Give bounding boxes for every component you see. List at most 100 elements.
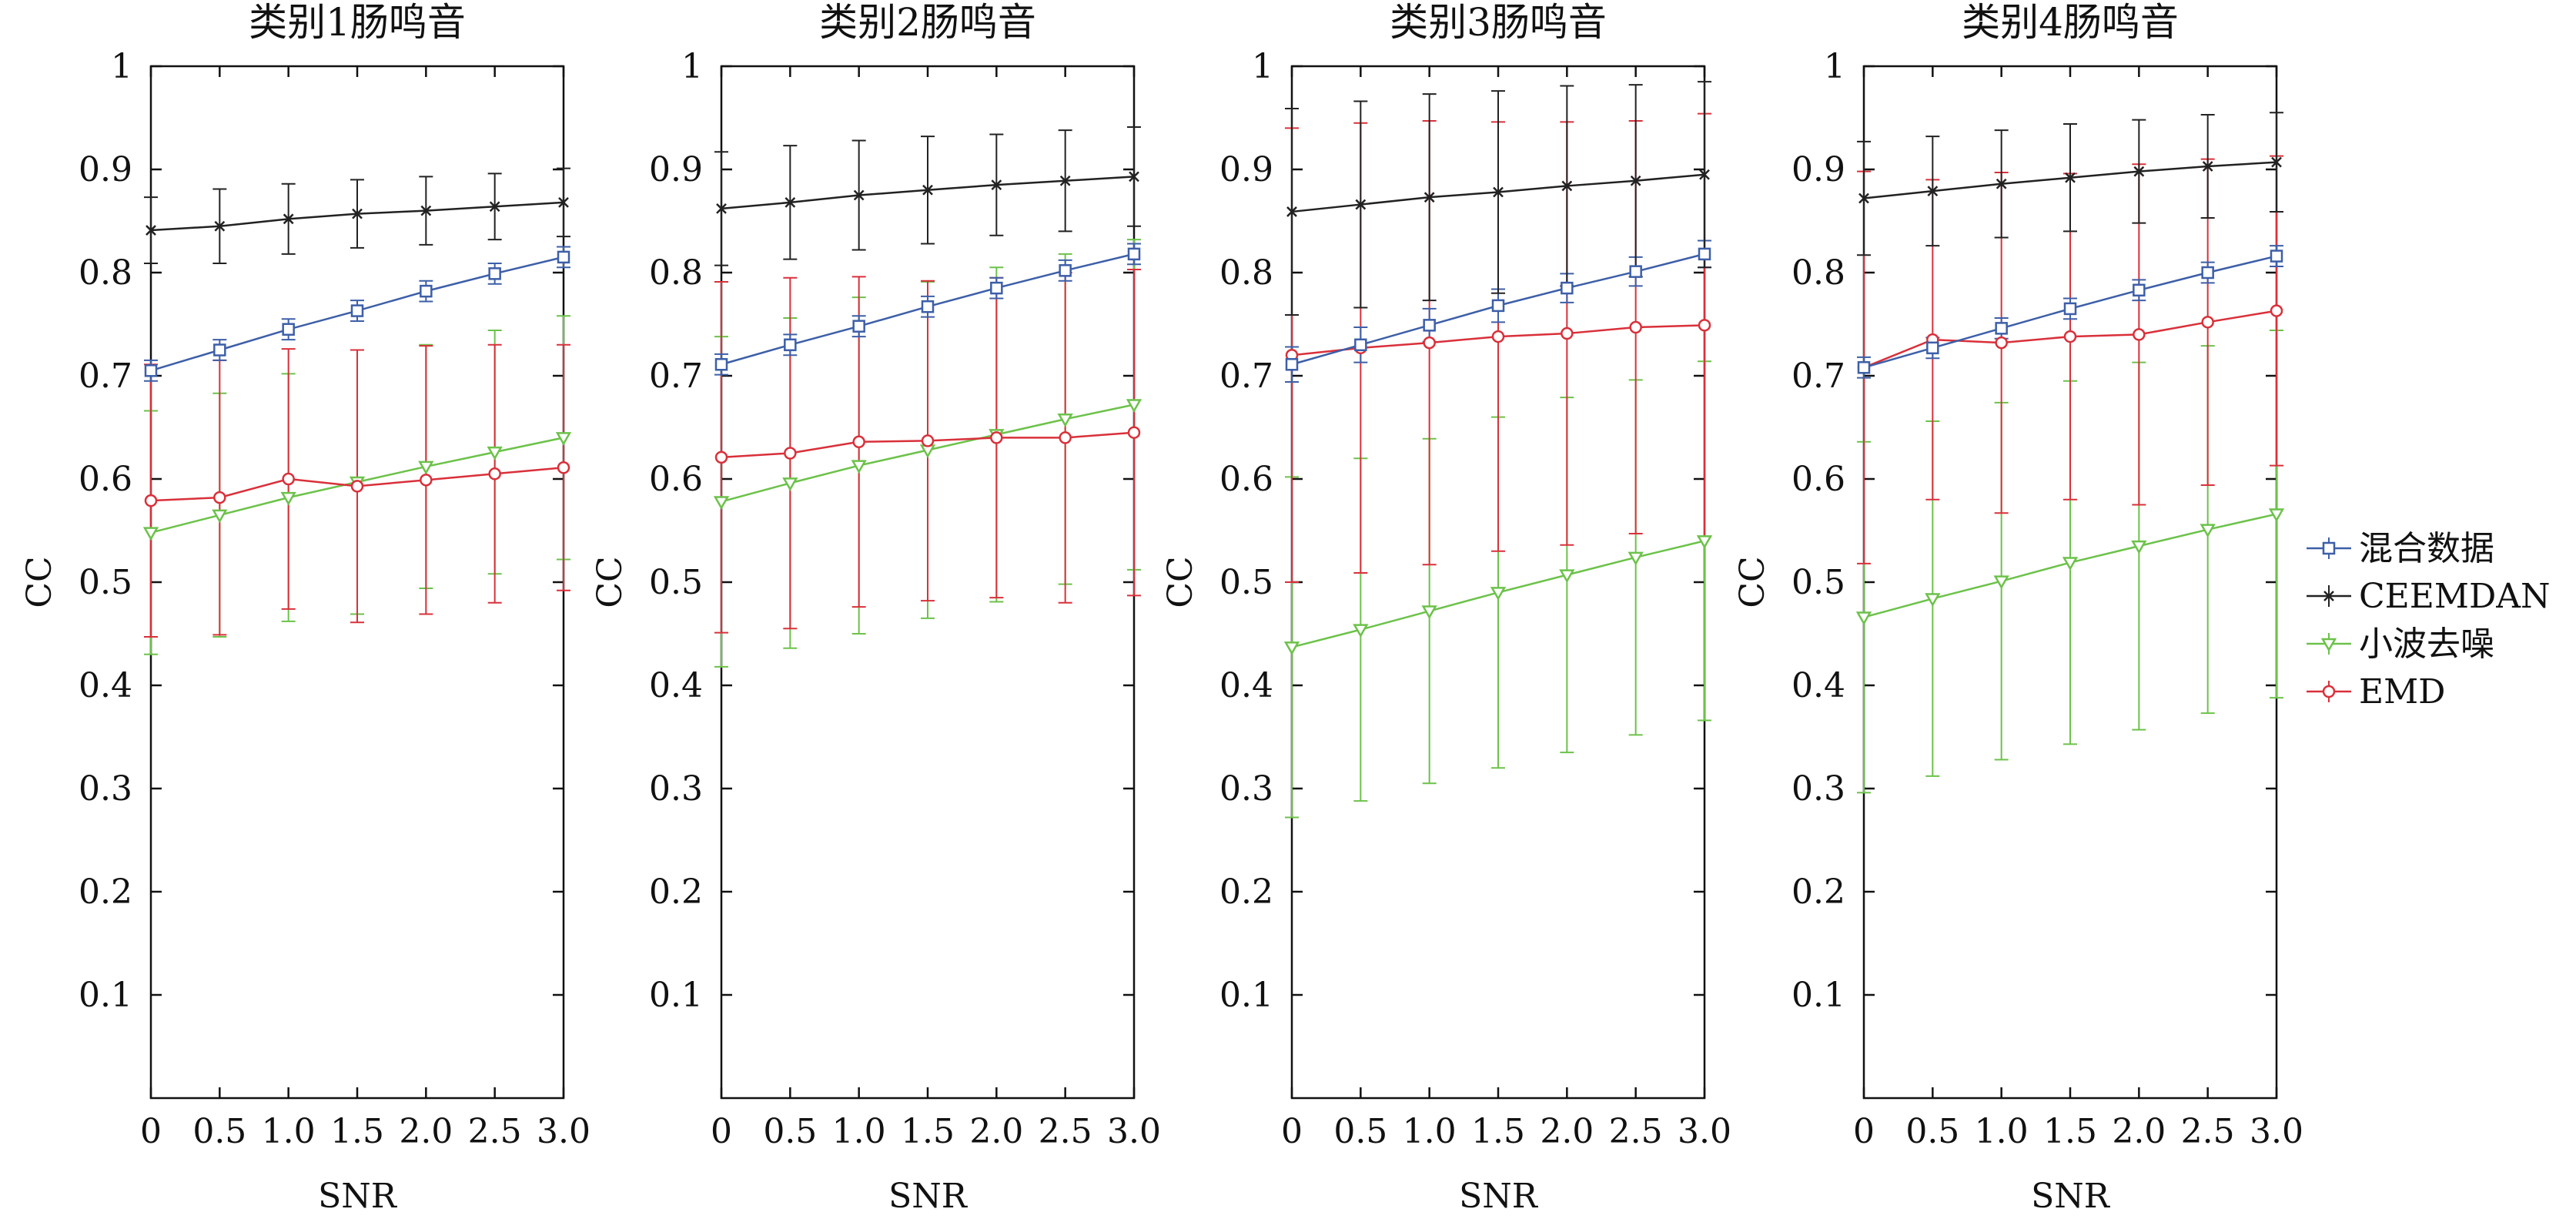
- x-tick-label: 1.5: [330, 1112, 384, 1151]
- x-tick-label: 1.0: [1403, 1112, 1457, 1151]
- data-point-mixed: [1698, 247, 1711, 261]
- data-point-emd: [1127, 426, 1141, 439]
- data-point-wavelet: [713, 496, 730, 510]
- data-point-mixed: [784, 338, 797, 352]
- x-tick-label: 1.0: [262, 1112, 316, 1151]
- data-point-wavelet: [1925, 593, 1941, 607]
- y-tick-label: 0.7: [79, 357, 132, 396]
- y-axis-label: CC: [20, 556, 59, 608]
- y-tick-label: 0.5: [79, 563, 132, 602]
- y-tick-label: 0.9: [1791, 150, 1845, 189]
- x-tick-label: 3.0: [1678, 1112, 1731, 1151]
- x-tick-label: 3.0: [1107, 1112, 1161, 1151]
- data-point-ceemdan: [283, 213, 294, 225]
- y-tick-label: 0.7: [649, 357, 703, 396]
- data-point-wavelet: [851, 460, 867, 474]
- data-point-emd: [1698, 319, 1711, 332]
- legend-label: EMD: [2359, 672, 2445, 712]
- chart-panel-3: 0.1 0.2 0.3 0.4 0.5 0.6 0.7 0.8 0.9 1 0 0.5 1.0 1.5 2.…: [1161, 0, 1731, 1216]
- data-point-emd: [990, 431, 1003, 444]
- legend-entry-mixed: 混合数据: [2307, 529, 2494, 568]
- data-point-mixed: [852, 320, 865, 333]
- y-tick-label: 1: [111, 47, 132, 86]
- legend-label: CEEMDAN: [2359, 577, 2551, 616]
- data-point-mixed: [1059, 264, 1072, 277]
- data-point-mixed: [1857, 361, 1871, 374]
- data-point-emd: [1995, 336, 2008, 350]
- y-tick-label: 0.5: [649, 563, 703, 602]
- y-tick-label: 0.3: [79, 769, 132, 809]
- data-point-wavelet: [782, 477, 798, 491]
- data-point-ceemdan: [2202, 161, 2213, 172]
- y-tick-label: 1: [681, 47, 703, 86]
- data-point-wavelet: [212, 509, 228, 524]
- y-tick-label: 0.5: [1219, 563, 1273, 602]
- data-point-ceemdan: [1630, 175, 1641, 186]
- x-tick-label: 2.5: [1609, 1112, 1663, 1151]
- x-tick-label: 2.0: [2112, 1112, 2166, 1151]
- y-axis-label: CC: [1161, 556, 1200, 608]
- data-point-ceemdan: [558, 196, 569, 208]
- data-point-wavelet: [2268, 508, 2285, 523]
- data-point-ceemdan: [1286, 206, 1297, 217]
- data-point-mixed: [1926, 341, 1939, 355]
- legend-marker-emd: [2322, 685, 2336, 698]
- x-tick-label: 0.5: [1905, 1112, 1959, 1151]
- data-point-wavelet: [1696, 535, 1713, 549]
- data-point-ceemdan: [991, 179, 1002, 190]
- data-point-emd: [921, 434, 935, 447]
- data-point-emd: [852, 435, 865, 449]
- data-point-emd: [1491, 330, 1505, 343]
- x-tick-label: 0: [1853, 1112, 1875, 1151]
- data-point-emd: [144, 494, 158, 507]
- data-point-wavelet: [487, 446, 503, 460]
- error-bars-mixed: [144, 246, 570, 382]
- y-tick-label: 0.7: [1219, 357, 1273, 396]
- y-tick-label: 0.8: [79, 253, 132, 293]
- data-point-ceemdan: [1858, 193, 1869, 204]
- data-point-ceemdan: [1355, 199, 1367, 210]
- data-point-mixed: [350, 304, 364, 317]
- data-point-emd: [557, 461, 570, 474]
- data-point-ceemdan: [1423, 192, 1435, 203]
- data-point-wavelet: [280, 491, 296, 506]
- data-point-mixed: [1127, 247, 1141, 261]
- data-point-mixed: [282, 323, 295, 336]
- y-tick-label: 0.3: [1791, 769, 1845, 809]
- data-point-ceemdan: [1699, 169, 1710, 180]
- data-point-wavelet: [2200, 524, 2216, 538]
- data-point-mixed: [1423, 319, 1436, 332]
- data-point-emd: [488, 467, 501, 481]
- y-tick-label: 0.4: [649, 666, 703, 705]
- chart-title: 类别1肠鸣音: [249, 0, 466, 45]
- error-bars-ceemdan: [714, 126, 1141, 266]
- x-tick-label: 1.5: [1471, 1112, 1525, 1151]
- y-tick-label: 0.2: [649, 872, 703, 912]
- data-point-wavelet: [2062, 557, 2079, 571]
- error-bars-ceemdan: [144, 167, 570, 264]
- x-tick-label: 2.5: [468, 1112, 522, 1151]
- x-tick-label: 2.0: [1540, 1112, 1594, 1151]
- data-point-mixed: [1285, 358, 1299, 371]
- y-tick-label: 0.8: [649, 253, 703, 293]
- y-tick-label: 0.3: [1219, 769, 1273, 809]
- x-tick-label: 0: [140, 1112, 162, 1151]
- data-point-ceemdan: [352, 208, 363, 219]
- y-tick-label: 0.4: [1791, 666, 1845, 705]
- data-point-wavelet: [1126, 399, 1142, 414]
- data-point-mixed: [2270, 249, 2283, 263]
- legend-label: 混合数据: [2359, 529, 2494, 568]
- x-tick-label: 0: [711, 1112, 732, 1151]
- data-point-mixed: [1561, 281, 1574, 295]
- data-point-ceemdan: [2133, 166, 2145, 177]
- x-tick-label: 0.5: [1333, 1112, 1387, 1151]
- x-tick-label: 1.5: [2043, 1112, 2097, 1151]
- data-point-mixed: [1491, 299, 1505, 313]
- data-point-wavelet: [1559, 569, 1575, 584]
- data-point-emd: [420, 474, 433, 487]
- data-point-ceemdan: [489, 201, 500, 213]
- data-point-emd: [213, 491, 226, 504]
- data-point-ceemdan: [785, 196, 796, 208]
- data-point-wavelet: [2131, 540, 2147, 554]
